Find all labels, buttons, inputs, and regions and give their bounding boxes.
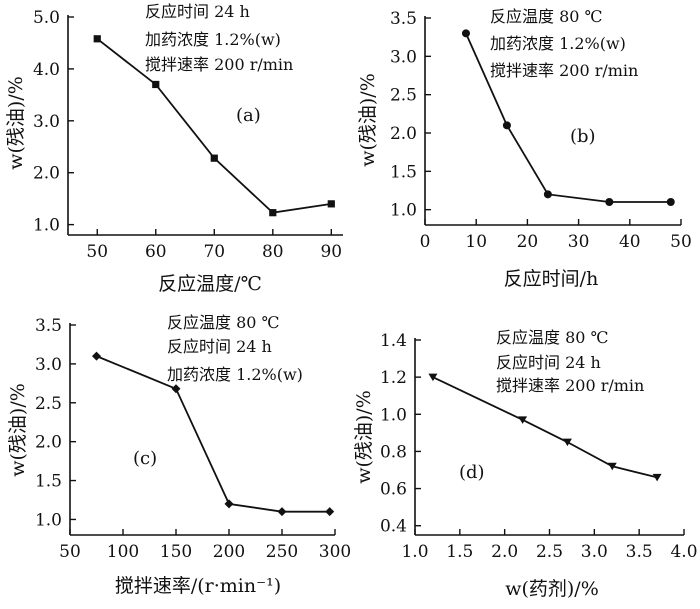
x-tick-label: 80 — [262, 242, 284, 262]
y-tick-label: 3.0 — [390, 47, 417, 67]
x-tick-label: 300 — [319, 542, 351, 562]
series-line — [465, 32, 671, 203]
x-axis-title: 搅拌速率/(r·min⁻¹) — [115, 575, 281, 597]
x-tick-label: 200 — [213, 542, 245, 562]
y-tick-label: 1.5 — [35, 472, 62, 492]
x-tick-label: 60 — [145, 242, 167, 262]
x-tick-label: 1.5 — [446, 542, 473, 562]
x-axis-title: 反应时间/h — [504, 268, 599, 290]
data-point — [461, 29, 470, 38]
y-tick-label: 3.0 — [33, 112, 60, 132]
data-point — [152, 80, 160, 89]
x-tick-label: 3.0 — [581, 542, 608, 562]
data-point — [269, 209, 277, 217]
chart-panel-d: 0.4 0.6 0.8 1.0 1.2 1.4 1.0 1.5 2.0 2.5 3.0 3.5 4.0 w… — [353, 328, 698, 600]
panel-label: (d) — [459, 462, 485, 483]
data-point — [92, 351, 101, 361]
y-tick-label: 0.6 — [380, 480, 407, 500]
x-tick-label: 2.5 — [536, 542, 563, 562]
x-tick-label: 0 — [420, 232, 431, 252]
chart-panel-c: 1.0 1.5 2.0 2.5 3.0 3.5 50 100 150 200 250 300 w(残油)… — [7, 313, 351, 597]
y-axis-title: w(残油)/% — [357, 73, 379, 167]
x-tick-label: 100 — [107, 542, 139, 562]
data-point — [518, 416, 528, 424]
x-tick-label: 150 — [160, 542, 192, 562]
y-tick-label: 1.2 — [380, 368, 407, 388]
condition-annotation: 搅拌速率 200 r/min — [145, 55, 293, 74]
x-axis-title: w(药剂)/% — [505, 578, 599, 600]
data-point — [327, 200, 335, 208]
x-tick-label: 50 — [59, 542, 81, 562]
data-point — [605, 198, 614, 206]
x-tick-label: 20 — [517, 232, 539, 252]
data-point — [277, 507, 287, 517]
panel-label: (b) — [570, 126, 596, 147]
chart-panel-b: 1.0 1.5 2.0 2.5 3.0 3.5 0 10 20 30 40 50 w(残油)/% 反应时间… — [357, 7, 692, 290]
x-tick-label: 30 — [568, 232, 590, 252]
data-point — [428, 373, 438, 382]
y-tick-label: 3.0 — [35, 355, 62, 375]
x-tick-label: 250 — [266, 542, 298, 562]
chart-panel-a: 1.0 2.0 3.0 4.0 5.0 50 60 70 80 90 w(残油)/% 反应温度/℃ 反应… — [5, 2, 343, 295]
y-tick-label: 4.0 — [33, 60, 60, 80]
x-tick-label: 1.0 — [401, 542, 428, 562]
x-tick-label: 3.5 — [626, 542, 653, 562]
condition-annotation: 反应时间 24 h — [167, 337, 272, 356]
data-point — [224, 499, 234, 509]
condition-annotation: 反应时间 24 h — [496, 353, 601, 372]
condition-annotation: 反应温度 80 ℃ — [496, 328, 608, 347]
panel-label: (a) — [236, 105, 261, 126]
data-point — [607, 462, 617, 471]
y-tick-label: 0.8 — [380, 442, 407, 462]
condition-annotation: 加药浓度 1.2%(w) — [145, 30, 281, 49]
y-axis-title: w(残油)/% — [5, 76, 27, 170]
y-axis-title: w(残油)/% — [7, 383, 29, 477]
y-tick-label: 1.0 — [33, 216, 60, 236]
x-tick-label: 50 — [670, 232, 692, 252]
data-point — [543, 190, 552, 199]
x-axis-title: 反应温度/℃ — [158, 273, 262, 295]
data-point — [171, 384, 181, 394]
panel-label: (c) — [133, 448, 157, 469]
y-tick-label: 1.4 — [380, 331, 407, 351]
condition-annotation: 搅拌速率 200 r/min — [490, 61, 638, 80]
y-tick-label: 5.0 — [33, 8, 60, 28]
y-tick-label: 2.5 — [390, 86, 417, 106]
y-tick-label: 2.5 — [35, 394, 62, 414]
y-tick-label: 3.5 — [35, 316, 62, 336]
x-tick-label: 50 — [86, 242, 108, 262]
x-tick-label: 40 — [619, 232, 641, 252]
data-point — [325, 507, 335, 517]
y-tick-label: 2.0 — [33, 164, 60, 184]
data-point — [562, 438, 572, 447]
condition-annotation: 搅拌速率 200 r/min — [496, 376, 644, 395]
x-tick-label: 10 — [465, 232, 487, 252]
condition-annotation: 加药浓度 1.2%(w) — [167, 365, 303, 384]
y-tick-label: 1.5 — [390, 162, 417, 182]
y-tick-label: 2.0 — [390, 124, 417, 144]
y-tick-label: 2.0 — [35, 433, 62, 453]
x-tick-label: 90 — [320, 242, 342, 262]
data-point — [210, 154, 218, 162]
condition-annotation: 反应温度 80 ℃ — [167, 313, 279, 332]
data-point — [93, 35, 101, 43]
x-tick-label: 4.0 — [670, 542, 697, 562]
y-tick-label: 1.0 — [35, 510, 62, 530]
x-tick-label: 70 — [203, 242, 225, 262]
y-tick-label: 1.0 — [380, 405, 407, 425]
y-axis-title: w(残油)/% — [353, 390, 375, 484]
y-tick-label: 1.0 — [390, 201, 417, 221]
data-point — [666, 198, 675, 206]
x-tick-label: 2.0 — [491, 542, 518, 562]
y-tick-label: 3.5 — [390, 9, 417, 29]
condition-annotation: 反应温度 80 ℃ — [490, 7, 602, 26]
condition-annotation: 反应时间 24 h — [145, 2, 250, 21]
data-point — [502, 121, 511, 130]
y-tick-label: 0.4 — [380, 517, 407, 537]
data-point — [652, 473, 662, 482]
condition-annotation: 加药浓度 1.2%(w) — [490, 34, 626, 53]
